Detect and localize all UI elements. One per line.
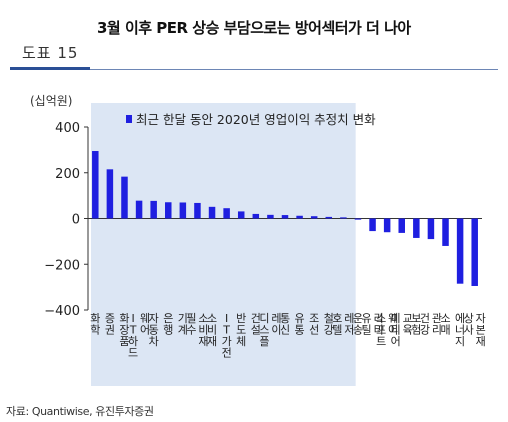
y-tick-label: −200 <box>44 258 80 273</box>
y-tick-label: 200 <box>55 167 80 182</box>
svg-text:화장품: 화장품 <box>119 312 129 348</box>
bar <box>194 202 201 219</box>
svg-text:유통: 유통 <box>295 312 305 337</box>
svg-text:에너지: 에너지 <box>455 312 465 348</box>
highlight-region <box>91 103 356 386</box>
y-unit-label: (십억원) <box>30 94 73 108</box>
svg-text:운송: 운송 <box>353 312 363 337</box>
bar <box>223 208 230 219</box>
svg-text:조선: 조선 <box>309 312 319 337</box>
legend-label: 최근 한달 동안 2020년 영업이익 추정치 변화 <box>136 112 376 127</box>
bar <box>106 169 114 219</box>
svg-text:통신: 통신 <box>280 312 290 337</box>
x-tick-labels: 화 학증 권 화 장 품I T 하 드웨 어자 동 차 은 행기 계필 수소 비 재소 비 재 I T 가 전 반 도 체 건 설디 스 플… <box>90 312 486 360</box>
bar <box>471 218 478 286</box>
x-tick-label: I T 하 드웨 어 <box>128 312 150 360</box>
bar <box>340 217 347 219</box>
svg-text:건설: 건설 <box>251 312 261 337</box>
bar <box>150 200 157 219</box>
bar <box>398 218 405 233</box>
y-tick-label: 400 <box>55 121 80 136</box>
svg-text:화학: 화학 <box>90 312 100 337</box>
legend: 최근 한달 동안 2020년 영업이익 추정치 변화 <box>126 112 376 127</box>
bar <box>456 218 464 284</box>
svg-text:소매: 소매 <box>440 312 450 337</box>
x-tick-label: 필 수소 비 재 <box>186 312 208 348</box>
bar <box>442 218 449 246</box>
x-tick-label: 상 사자 본 재 <box>464 312 486 348</box>
svg-text:반도체: 반도체 <box>236 312 246 348</box>
bar <box>310 216 318 219</box>
svg-text:철강: 철강 <box>324 312 334 337</box>
bar <box>369 218 376 232</box>
title-rule-accent <box>10 67 90 70</box>
x-tick-label: 유 틸리 티 <box>361 312 383 337</box>
svg-text:기계: 기계 <box>178 312 188 337</box>
bar <box>252 213 260 219</box>
figure-title: 3월 이후 PER 상승 부담으로는 방어섹터가 더 나아 <box>97 19 411 37</box>
svg-text:자동차: 자동차 <box>149 312 159 348</box>
svg-text:증권: 증권 <box>105 312 115 337</box>
bar <box>427 218 435 240</box>
x-tick-label: 미 디 어교 육 <box>391 312 413 348</box>
bar <box>354 218 362 220</box>
bar <box>237 211 245 219</box>
bars <box>92 151 478 286</box>
bar <box>121 176 128 219</box>
bar <box>208 206 216 219</box>
bar <box>325 216 333 219</box>
x-tick-label: 건 강관 리 <box>420 312 442 337</box>
y-tick-label: −400 <box>44 304 80 319</box>
svg-text:은행: 은행 <box>163 312 173 337</box>
bar <box>92 151 99 219</box>
title-rule <box>10 69 498 70</box>
bar <box>383 218 391 233</box>
bar <box>179 202 187 219</box>
bar <box>413 218 420 238</box>
bar <box>281 215 289 219</box>
x-tick-label: 호 텔레 저 <box>332 312 354 337</box>
y-tick-label: 0 <box>72 213 80 228</box>
svg-text:소비재: 소비재 <box>207 312 217 348</box>
x-tick-label: 디 스 플레 이 <box>259 312 281 348</box>
x-tick-label: 소 프 트웨 어 <box>376 312 398 348</box>
figure-label: 도표 15 <box>22 44 79 62</box>
bar <box>267 214 274 219</box>
source-note: 자료: Quantiwise, 유진투자증권 <box>6 405 154 418</box>
legend-swatch <box>126 115 132 123</box>
svg-text:보험: 보험 <box>411 312 421 337</box>
bar <box>296 215 303 219</box>
bar <box>165 202 172 219</box>
bar <box>135 200 143 219</box>
